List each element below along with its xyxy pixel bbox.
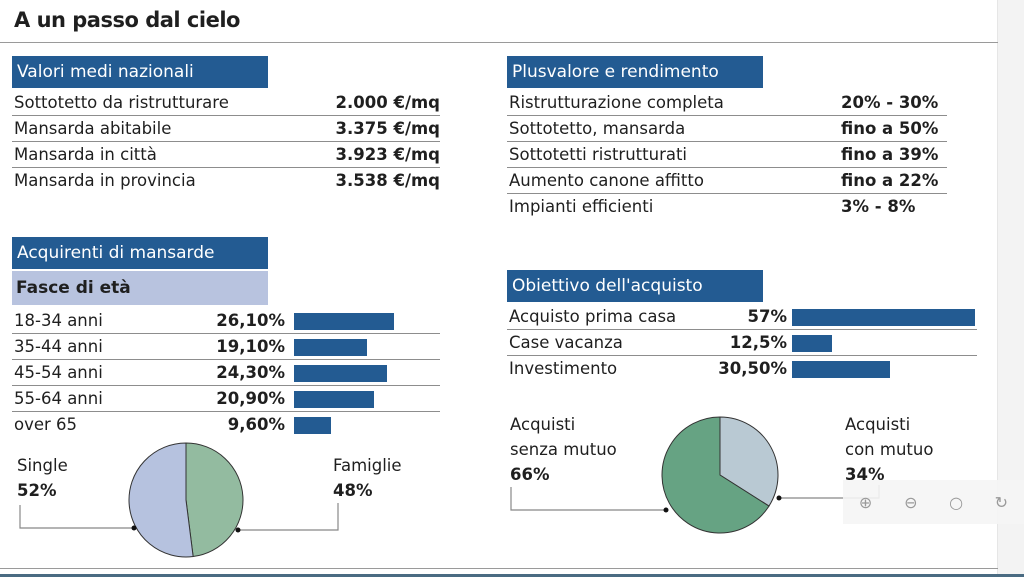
leader-dot (235, 527, 241, 533)
row-value: 26,10% (216, 311, 285, 330)
row-value: fino a 50% (841, 119, 939, 138)
pie-slice (128, 442, 194, 558)
plusvalore-header: Plusvalore e rendimento (507, 56, 763, 88)
row-value: 3.538 €/mq (335, 171, 440, 190)
pie-slice (661, 416, 770, 534)
bar (294, 365, 388, 382)
leader-dot (776, 495, 782, 501)
row-label: Aumento canone affitto (509, 171, 704, 190)
row-label: 18-34 anni (14, 311, 103, 330)
table-row: 35-44 anni 19,10% (12, 334, 440, 360)
bar (294, 339, 368, 356)
leader-line-single (19, 505, 134, 529)
bottom-divider (0, 568, 998, 569)
leader-line-senza-mutuo (510, 487, 666, 511)
table-row: 45-54 anni 24,30% (12, 360, 440, 386)
row-value: 30,50% (718, 359, 787, 378)
row-label: 55-64 anni (14, 389, 103, 408)
zoom-toolbar: ⊕ ⊖ ○ ↻ (843, 480, 1024, 524)
row-value: 57% (747, 307, 788, 326)
bar (792, 335, 833, 352)
row-value: 3.923 €/mq (335, 145, 440, 164)
leader-dot (663, 507, 669, 513)
row-value: 24,30% (216, 363, 285, 382)
table-row: Sottotetto da ristrutturare 2.000 €/mq (12, 90, 440, 116)
bottom-bar (0, 574, 1024, 577)
bar (792, 361, 890, 378)
table-row: Ristrutturazione completa 20% - 30% (507, 90, 947, 116)
table-row: Impianti efficienti 3% - 8% (507, 194, 947, 220)
row-label: over 65 (14, 415, 78, 434)
row-label: Impianti efficienti (509, 197, 654, 216)
rotate-icon[interactable]: ↻ (994, 492, 1009, 512)
row-label: Sottotetto, mansarda (509, 119, 686, 138)
pie-label-single: Single 52% (17, 456, 68, 500)
row-value: 12,5% (729, 333, 787, 352)
table-row: Acquisto prima casa 57% (507, 304, 977, 330)
zoom-in-icon[interactable]: ⊕ (858, 492, 873, 512)
table-row: Sottotetti ristrutturati fino a 39% (507, 142, 947, 168)
table-row: Mansarda abitabile 3.375 €/mq (12, 116, 440, 142)
row-label: Ristrutturazione completa (509, 93, 724, 112)
leader-dot (131, 525, 137, 531)
row-label: 35-44 anni (14, 337, 103, 356)
row-value: fino a 39% (841, 145, 939, 164)
pie-label-famiglie: Famiglie 48% (333, 456, 402, 500)
bar (294, 313, 394, 330)
row-value: fino a 22% (841, 171, 939, 190)
infographic-page: A un passo dal cielo Valori medi naziona… (0, 0, 998, 577)
row-label: Mansarda abitabile (14, 119, 172, 138)
table-row: Case vacanza 12,5% (507, 330, 977, 356)
row-label: Investimento (509, 359, 618, 378)
row-label: Mansarda in provincia (14, 171, 196, 190)
obiettivo-header: Obiettivo dell'acquisto (507, 270, 763, 302)
row-label: Sottotetti ristrutturati (509, 145, 688, 164)
leader-line-famiglie (238, 503, 339, 531)
table-row: 18-34 anni 26,10% (12, 308, 440, 334)
title-divider (0, 42, 998, 43)
row-value: 19,10% (216, 337, 285, 356)
table-row: over 65 9,60% (12, 412, 440, 438)
pie-slice (185, 442, 244, 558)
row-value: 20% - 30% (841, 93, 939, 112)
table-row: Mansarda in provincia 3.538 €/mq (12, 168, 440, 194)
bar (792, 309, 975, 326)
pie-label-con-mutuo: Acquisti con mutuo 34% (845, 415, 934, 484)
row-value: 3% - 8% (841, 197, 916, 216)
table-row: Mansarda in città 3.923 €/mq (12, 142, 440, 168)
row-value: 9,60% (227, 415, 285, 434)
search-icon[interactable]: ○ (949, 492, 964, 512)
valori-header: Valori medi nazionali (12, 56, 268, 88)
row-value: 20,90% (216, 389, 285, 408)
bar (294, 417, 331, 434)
table-row: Sottotetto, mansarda fino a 50% (507, 116, 947, 142)
row-label: Case vacanza (509, 333, 623, 352)
row-label: Acquisto prima casa (509, 307, 677, 326)
bar (294, 391, 375, 408)
page-title: A un passo dal cielo (14, 8, 240, 32)
fasce-eta-subheader: Fasce di età (12, 271, 268, 305)
row-value: 3.375 €/mq (335, 119, 440, 138)
row-value: 2.000 €/mq (335, 93, 440, 112)
row-label: Mansarda in città (14, 145, 157, 164)
zoom-out-icon[interactable]: ⊖ (904, 492, 918, 512)
acquirenti-header: Acquirenti di mansarde (12, 237, 268, 269)
row-label: Sottotetto da ristrutturare (14, 93, 229, 112)
table-row: 55-64 anni 20,90% (12, 386, 440, 412)
row-label: 45-54 anni (14, 363, 103, 382)
table-row: Aumento canone affitto fino a 22% (507, 168, 947, 194)
pie-label-senza-mutuo: Acquisti senza mutuo 66% (510, 415, 617, 484)
table-row: Investimento 30,50% (507, 356, 977, 382)
pie-charts (19, 416, 880, 558)
